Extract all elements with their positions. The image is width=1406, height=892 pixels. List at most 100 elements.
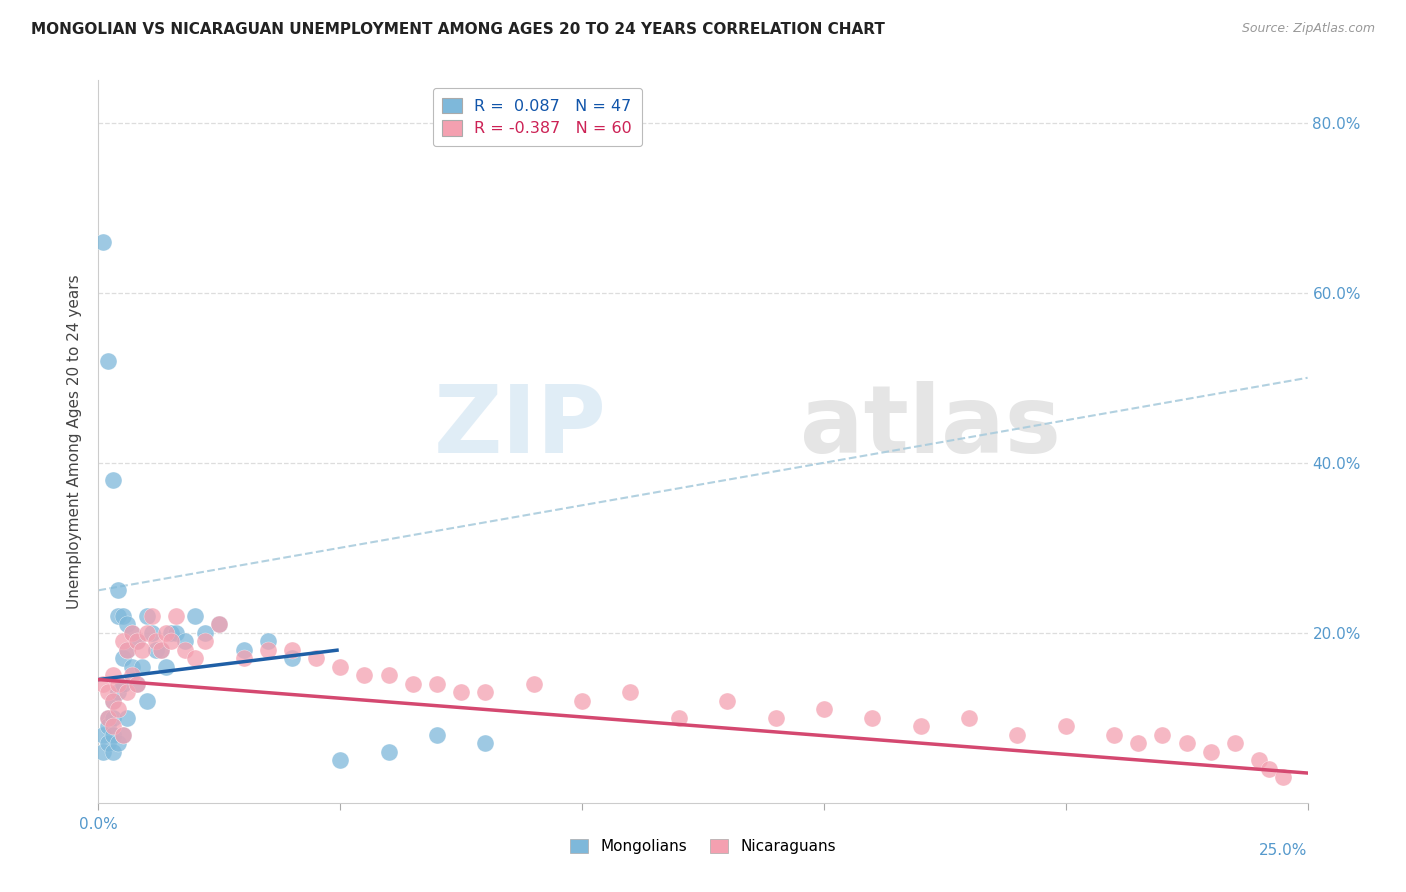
Point [127,677,149,691]
Point [813,702,835,716]
Point [426,728,449,742]
Point [101,668,124,682]
Point [101,711,124,725]
Point [377,745,399,759]
Point [117,642,139,657]
Point [101,719,124,733]
Point [97,685,120,699]
Point [155,660,177,674]
Point [141,608,163,623]
Point [1272,770,1295,784]
Point [145,642,167,657]
Text: MONGOLIAN VS NICARAGUAN UNEMPLOYMENT AMONG AGES 20 TO 24 YEARS CORRELATION CHART: MONGOLIAN VS NICARAGUAN UNEMPLOYMENT AMO… [31,22,884,37]
Point [111,651,134,665]
Point [91,235,114,249]
Point [329,660,352,674]
Point [402,677,425,691]
Point [160,625,183,640]
Point [910,719,932,733]
Text: Source: ZipAtlas.com: Source: ZipAtlas.com [1241,22,1375,36]
Point [111,728,134,742]
Point [121,625,143,640]
Point [101,745,124,759]
Point [97,711,120,725]
Point [668,711,690,725]
Point [523,677,546,691]
Point [150,642,173,657]
Point [174,642,197,657]
Point [957,711,980,725]
Point [474,685,496,699]
Point [107,685,129,699]
Point [256,634,278,648]
Point [165,625,187,640]
Point [353,668,375,682]
Point [107,608,129,623]
Point [256,642,278,657]
Point [1257,762,1279,776]
Point [1102,728,1125,742]
Point [1223,736,1246,750]
Point [1007,728,1029,742]
Point [474,736,496,750]
Point [1249,753,1271,767]
Point [97,719,120,733]
Point [101,728,124,742]
Point [426,677,449,691]
Point [101,694,124,708]
Point [765,711,787,725]
Point [135,625,157,640]
Point [155,625,177,640]
Point [107,677,129,691]
Point [127,634,149,648]
Point [208,617,231,632]
Point [150,642,173,657]
Point [619,685,641,699]
Legend: Mongolians, Nicaraguans: Mongolians, Nicaraguans [564,832,842,860]
Point [127,634,149,648]
Text: 25.0%: 25.0% [1260,843,1308,857]
Point [97,353,120,368]
Point [135,694,157,708]
Point [377,668,399,682]
Point [1199,745,1222,759]
Point [107,736,129,750]
Point [281,651,304,665]
Point [160,634,183,648]
Point [860,711,883,725]
Point [305,651,328,665]
Point [174,634,197,648]
Point [117,617,139,632]
Point [145,634,167,648]
Point [1128,736,1150,750]
Point [281,642,304,657]
Point [117,711,139,725]
Point [91,677,114,691]
Point [107,702,129,716]
Point [232,651,254,665]
Point [450,685,472,699]
Point [97,711,120,725]
Point [135,608,157,623]
Point [141,625,163,640]
Text: ZIP: ZIP [433,381,606,473]
Text: atlas: atlas [800,381,1060,473]
Point [1152,728,1174,742]
Point [131,642,153,657]
Point [184,651,207,665]
Point [716,694,738,708]
Point [232,642,254,657]
Point [91,728,114,742]
Point [194,634,217,648]
Point [121,660,143,674]
Point [571,694,593,708]
Point [111,608,134,623]
Point [1175,736,1198,750]
Point [165,608,187,623]
Point [121,668,143,682]
Point [127,677,149,691]
Point [117,642,139,657]
Point [121,625,143,640]
Point [107,583,129,598]
Point [97,736,120,750]
